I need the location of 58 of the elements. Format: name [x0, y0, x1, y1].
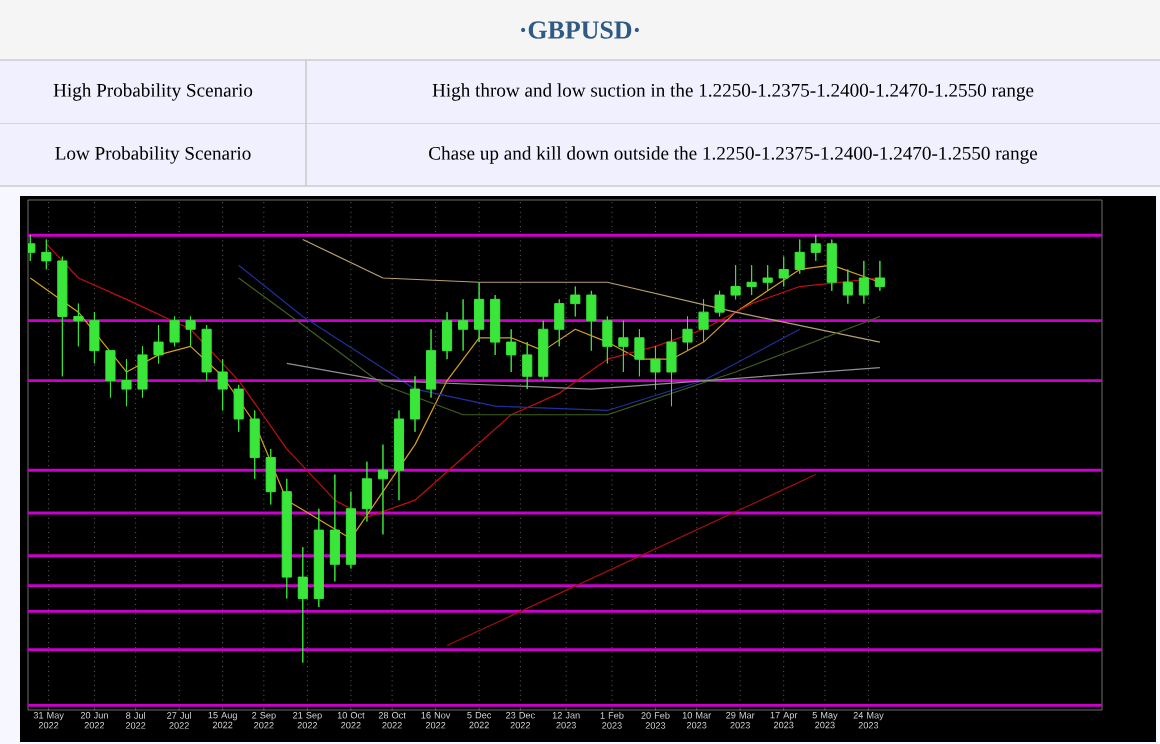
candlestick — [490, 294, 501, 356]
candlestick — [297, 546, 308, 664]
candlestick — [794, 239, 805, 275]
candlestick — [329, 474, 340, 582]
candlestick — [522, 341, 533, 390]
candlestick — [441, 311, 453, 360]
text: High Probability Scenario — [53, 83, 253, 101]
candlestick — [105, 350, 116, 399]
text: ·GBPUSD· — [521, 21, 639, 39]
candlestick — [249, 409, 260, 480]
candlestick — [650, 345, 661, 390]
candlestick — [313, 508, 324, 608]
candlestick — [826, 239, 837, 292]
candlestick — [762, 264, 773, 292]
candlestick — [73, 303, 84, 347]
candlestick — [618, 320, 629, 373]
candlestick — [778, 256, 789, 288]
candlestick — [137, 345, 148, 399]
candlestick — [714, 290, 725, 317]
candlestick — [474, 281, 485, 343]
candlestick — [409, 375, 421, 433]
candlestick — [602, 315, 613, 364]
candlestick — [554, 298, 565, 347]
candlestick — [265, 448, 276, 505]
candlestick — [425, 328, 437, 399]
candlestick — [153, 324, 164, 364]
candlestick — [842, 268, 853, 305]
candlestick — [538, 320, 549, 382]
candlestick — [121, 358, 132, 407]
candlestick — [634, 328, 645, 377]
candlestick — [682, 315, 693, 352]
text: Chase up and kill down outside the 1.2250-1.2375-1.2400-1.2470-1.2550 range — [429, 146, 1038, 164]
candlestick — [698, 298, 709, 343]
candlestick — [281, 478, 292, 599]
candlestick — [201, 324, 212, 382]
candlestick — [89, 311, 100, 364]
candlestick — [345, 491, 356, 570]
candlestick — [169, 315, 180, 347]
candlestick — [666, 328, 677, 407]
text: High throw and low suction in the 1.2250-1.2375-1.2400-1.2470-1.2550 range — [432, 83, 1034, 101]
candlestick — [730, 264, 741, 300]
candlestick — [586, 290, 597, 352]
candlestick — [458, 298, 469, 352]
candlestick — [41, 239, 52, 270]
candlestick — [570, 286, 581, 317]
candlestick — [810, 234, 821, 262]
candlestick — [233, 384, 244, 433]
candlestick — [377, 444, 389, 535]
candlestick — [185, 315, 196, 347]
candlestick — [217, 358, 228, 411]
candlestick — [361, 461, 372, 523]
text: Low Probability Scenario — [55, 146, 251, 164]
candlestick — [858, 260, 869, 305]
candlestick — [746, 264, 757, 296]
candlestick — [57, 256, 68, 377]
candlestick — [874, 260, 885, 292]
candlestick — [506, 328, 517, 373]
candlestick — [393, 409, 405, 501]
